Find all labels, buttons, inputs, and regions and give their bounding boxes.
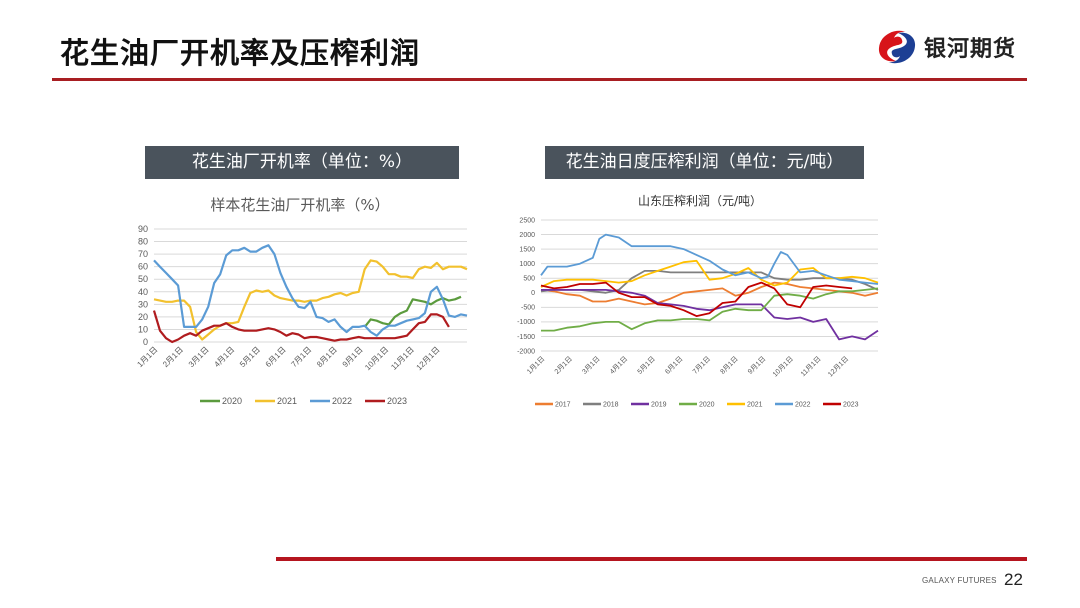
y-tick-label: -500: [521, 305, 535, 312]
x-tick-label: 4月1日: [608, 355, 629, 376]
chart-title-left: 样本花生油厂开机率（%）: [210, 196, 390, 214]
legend-label-2021: 2021: [747, 401, 763, 408]
panel-title-operating-rate: 花生油厂开机率（单位：%）: [145, 146, 459, 179]
footer-divider: [276, 557, 1027, 561]
y-tick-label: 0: [531, 290, 535, 297]
y-tick-label: 30: [138, 299, 148, 309]
y-tick-label: 1500: [519, 246, 535, 253]
footer-brand: GALAXY FUTURES: [922, 576, 997, 585]
y-tick-label: -2000: [517, 348, 535, 355]
series-line-2021: [153, 259, 468, 341]
legend-label-2023: 2023: [387, 396, 407, 406]
legend-label-2017: 2017: [555, 401, 571, 408]
y-tick-label: 500: [523, 276, 535, 283]
legend-label-2021: 2021: [277, 396, 297, 406]
x-tick-label: 3月1日: [581, 355, 602, 376]
series-line-2020: [363, 295, 462, 328]
x-tick-label: 5月1日: [636, 355, 657, 376]
series-line-2023: [152, 310, 450, 344]
series-line-2018: [540, 269, 879, 294]
series-line-2021: [540, 259, 879, 288]
y-tick-label: 80: [138, 237, 148, 247]
x-tick-label: 2月1日: [553, 355, 574, 376]
x-tick-label: 6月1日: [663, 355, 684, 376]
logo-text: 银河期货: [924, 37, 1017, 62]
x-tick-label: 9月1日: [746, 355, 767, 376]
legend-label-2019: 2019: [651, 401, 667, 408]
x-tick-label: 12月1日: [826, 355, 850, 379]
legend-label-2022: 2022: [332, 396, 352, 406]
y-tick-label: 50: [138, 274, 148, 284]
y-tick-label: 70: [138, 249, 148, 259]
page-title: 花生油厂开机率及压榨利润: [60, 36, 421, 70]
x-tick-label: 8月1日: [719, 355, 740, 376]
y-tick-label: 60: [138, 262, 148, 272]
y-tick-label: 0: [143, 337, 148, 347]
x-tick-label: 1月1日: [525, 355, 546, 376]
series-line-2022: [153, 244, 468, 337]
series-line-2020: [541, 287, 879, 332]
y-tick-label: -1000: [517, 319, 535, 326]
y-tick-label: -1500: [517, 334, 535, 341]
company-logo: 银河期货: [876, 28, 1016, 66]
y-tick-label: 90: [138, 224, 148, 234]
series-line-2022: [540, 233, 879, 285]
x-tick-label: 10月1日: [771, 355, 795, 379]
y-tick-label: 40: [138, 287, 148, 297]
series-line-2023: [540, 281, 853, 318]
y-tick-label: 2500: [519, 217, 535, 224]
legend-label-2018: 2018: [603, 401, 619, 408]
legend-label-2022: 2022: [795, 401, 811, 408]
galaxy-futures-logo-icon: [877, 30, 917, 64]
chart-title-right: 山东压榨利润（元/吨）: [637, 194, 763, 208]
legend-label-2020: 2020: [699, 401, 715, 408]
x-tick-label: 7月1日: [691, 355, 712, 376]
panel-title-crush-margin: 花生油日度压榨利润（单位：元/吨）: [545, 146, 864, 179]
header-divider: [52, 78, 1027, 81]
legend-label-2020: 2020: [222, 396, 242, 406]
page-number: 22: [1004, 570, 1023, 589]
y-tick-label: 1000: [519, 261, 535, 268]
series-line-2017: [540, 281, 879, 306]
y-tick-label: 20: [138, 312, 148, 322]
series-line-2019: [541, 288, 879, 341]
legend-label-2023: 2023: [843, 401, 859, 408]
x-tick-label: 11月1日: [799, 355, 822, 378]
y-tick-label: 10: [138, 324, 148, 334]
y-tick-label: 2000: [519, 232, 535, 239]
